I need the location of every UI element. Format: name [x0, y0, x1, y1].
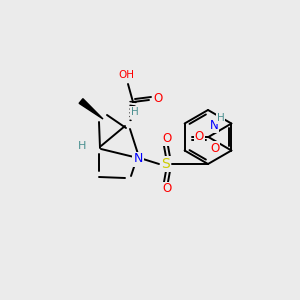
Text: N: N — [133, 152, 143, 166]
Polygon shape — [79, 99, 103, 119]
Text: N: N — [209, 119, 218, 132]
Text: H: H — [217, 113, 225, 123]
Text: O: O — [195, 130, 204, 142]
Text: O: O — [162, 133, 172, 146]
Text: O: O — [153, 92, 163, 104]
Text: O: O — [162, 182, 172, 196]
Text: O: O — [210, 142, 219, 154]
Text: H: H — [78, 141, 86, 151]
Text: S: S — [162, 157, 170, 171]
Text: H: H — [131, 107, 139, 117]
Text: OH: OH — [118, 70, 134, 80]
